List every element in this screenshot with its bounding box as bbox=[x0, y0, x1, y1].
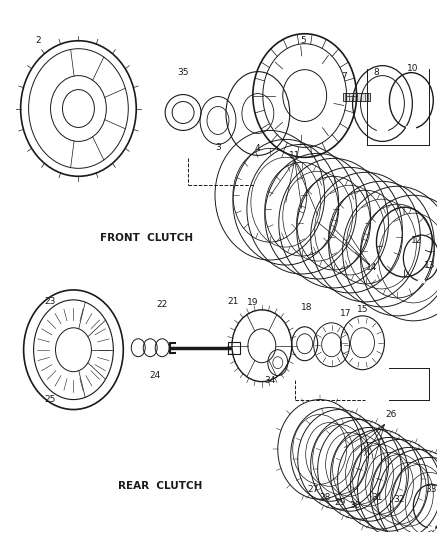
Bar bbox=[228, 342, 240, 354]
Text: 10: 10 bbox=[406, 64, 418, 73]
Text: 17: 17 bbox=[340, 309, 351, 318]
Text: 5: 5 bbox=[300, 36, 306, 45]
Text: 12: 12 bbox=[411, 236, 422, 245]
Text: 22: 22 bbox=[156, 301, 168, 309]
Text: 34: 34 bbox=[264, 376, 276, 385]
Text: 23: 23 bbox=[45, 297, 56, 306]
Text: 18: 18 bbox=[301, 303, 312, 312]
Text: 35: 35 bbox=[177, 68, 189, 77]
Text: FRONT  CLUTCH: FRONT CLUTCH bbox=[100, 233, 194, 243]
Text: 27: 27 bbox=[307, 485, 318, 494]
Text: 11: 11 bbox=[289, 151, 300, 160]
Text: 25: 25 bbox=[45, 395, 56, 404]
Text: 4: 4 bbox=[255, 144, 261, 153]
Text: 13: 13 bbox=[424, 261, 435, 270]
Text: 31: 31 bbox=[372, 492, 383, 502]
Text: 24: 24 bbox=[149, 371, 161, 380]
Text: 3: 3 bbox=[215, 143, 221, 152]
Text: 2: 2 bbox=[36, 36, 41, 45]
Text: 33: 33 bbox=[426, 485, 437, 494]
Text: REAR  CLUTCH: REAR CLUTCH bbox=[118, 481, 203, 491]
Text: 19: 19 bbox=[247, 298, 258, 308]
Text: 8: 8 bbox=[374, 68, 379, 77]
Bar bbox=[343, 93, 371, 101]
Text: 30: 30 bbox=[349, 500, 360, 510]
Text: 26: 26 bbox=[386, 410, 397, 419]
Text: 29: 29 bbox=[334, 498, 345, 507]
Text: 14: 14 bbox=[366, 263, 377, 272]
Text: 15: 15 bbox=[357, 305, 368, 314]
Text: 7: 7 bbox=[342, 72, 347, 81]
Text: 28: 28 bbox=[319, 492, 330, 502]
Text: 32: 32 bbox=[394, 495, 405, 504]
Text: 21: 21 bbox=[227, 297, 239, 306]
